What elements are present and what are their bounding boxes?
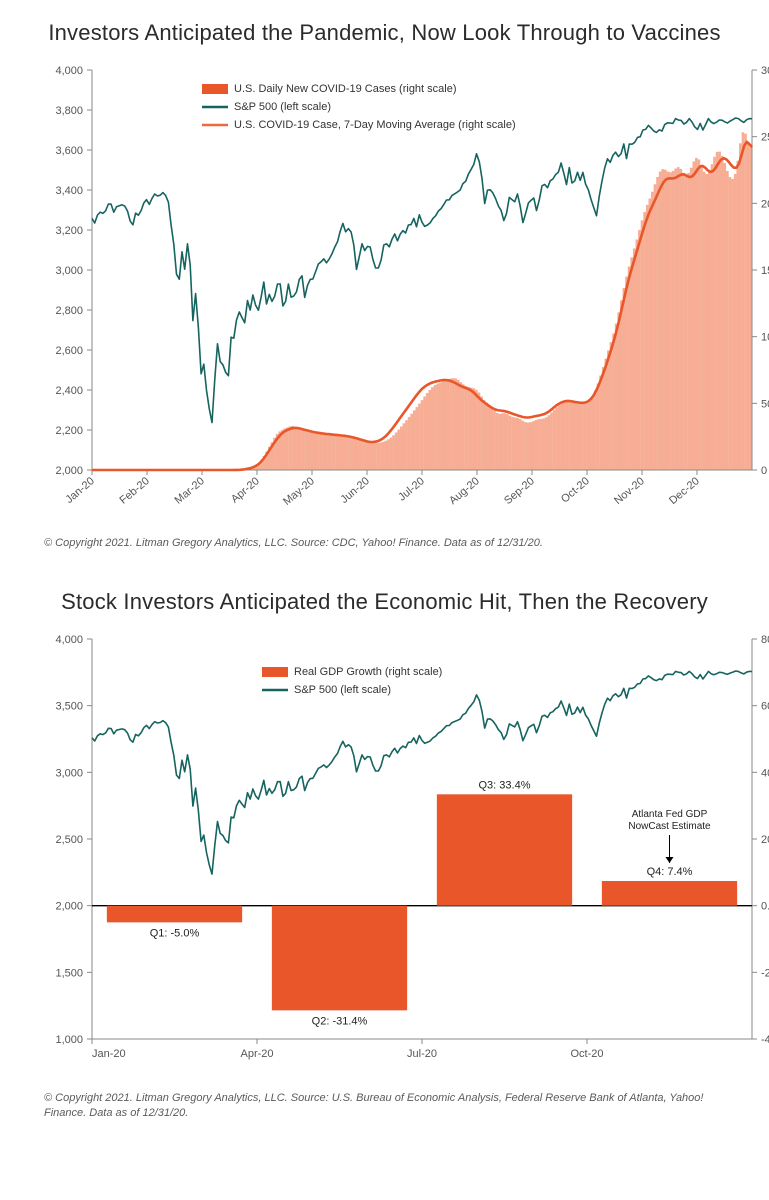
- svg-text:20.0%: 20.0%: [761, 834, 769, 846]
- svg-text:Nov-20: Nov-20: [612, 475, 647, 507]
- svg-text:3,500: 3,500: [55, 701, 83, 713]
- svg-text:NowCast Estimate: NowCast Estimate: [628, 821, 711, 832]
- svg-text:Oct-20: Oct-20: [559, 475, 592, 505]
- svg-text:200,000: 200,000: [761, 198, 769, 210]
- svg-text:Apr-20: Apr-20: [240, 1048, 273, 1060]
- svg-text:0.0%: 0.0%: [761, 901, 769, 913]
- svg-text:Jul-20: Jul-20: [396, 475, 427, 503]
- svg-text:U.S. Daily New COVID-19 Cases: U.S. Daily New COVID-19 Cases (right sca…: [234, 83, 457, 95]
- svg-text:1,500: 1,500: [55, 967, 83, 979]
- svg-text:2,500: 2,500: [55, 834, 83, 846]
- svg-text:Jun-20: Jun-20: [338, 475, 371, 506]
- svg-text:Jul-20: Jul-20: [407, 1048, 437, 1060]
- svg-text:Jan-20: Jan-20: [92, 1048, 126, 1060]
- svg-text:50,000: 50,000: [761, 398, 769, 410]
- svg-text:Sep-20: Sep-20: [502, 475, 537, 507]
- svg-text:3,000: 3,000: [55, 767, 83, 779]
- svg-text:2,000: 2,000: [55, 901, 83, 913]
- svg-text:Real GDP Growth (right scale): Real GDP Growth (right scale): [294, 666, 442, 678]
- svg-text:250,000: 250,000: [761, 132, 769, 144]
- svg-text:Q3: 33.4%: Q3: 33.4%: [479, 779, 531, 791]
- chart-1-title: Investors Anticipated the Pandemic, Now …: [40, 20, 729, 46]
- svg-text:Mar-20: Mar-20: [173, 475, 207, 507]
- chart-1: Investors Anticipated the Pandemic, Now …: [40, 20, 729, 551]
- chart-2: Stock Investors Anticipated the Economic…: [40, 589, 729, 1121]
- chart-1-plot: 2,000 2,200 2,400 2,600 2,800 3,000 3,200 3,400…: [40, 60, 729, 526]
- svg-text:Feb-20: Feb-20: [118, 475, 152, 507]
- svg-text:1,000: 1,000: [55, 1034, 83, 1046]
- svg-text:0: 0: [761, 465, 767, 477]
- chart-2-credit: © Copyright 2021. Litman Gregory Analyti…: [44, 1091, 725, 1121]
- svg-text:2,600: 2,600: [55, 345, 83, 357]
- svg-text:Aug-20: Aug-20: [447, 475, 482, 507]
- svg-text:2,800: 2,800: [55, 305, 83, 317]
- svg-text:-40.0%: -40.0%: [761, 1034, 769, 1046]
- chart-1-svg: 2,000 2,200 2,400 2,600 2,800 3,000 3,200 3,400…: [40, 60, 769, 526]
- svg-text:Q2: -31.4%: Q2: -31.4%: [312, 1015, 368, 1027]
- svg-text:60.0%: 60.0%: [761, 701, 769, 713]
- svg-text:Atlanta Fed GDP: Atlanta Fed GDP: [632, 809, 708, 820]
- svg-text:4,000: 4,000: [55, 65, 83, 77]
- svg-text:S&P 500 (left scale): S&P 500 (left scale): [294, 684, 391, 696]
- svg-text:May-20: May-20: [281, 475, 317, 508]
- svg-text:4,000: 4,000: [55, 634, 83, 646]
- svg-text:2,200: 2,200: [55, 425, 83, 437]
- svg-text:-20.0%: -20.0%: [761, 967, 769, 979]
- svg-text:3,600: 3,600: [55, 145, 83, 157]
- svg-text:Jan-20: Jan-20: [63, 475, 96, 506]
- chart-1-credit: © Copyright 2021. Litman Gregory Analyti…: [44, 536, 725, 551]
- chart-2-svg: 1,000 1,500 2,000 2,500 3,000 3,500 4,000 -40.0…: [40, 629, 769, 1081]
- svg-text:Dec-20: Dec-20: [667, 475, 702, 507]
- svg-text:U.S. COVID-19 Case, 7-Day Movi: U.S. COVID-19 Case, 7-Day Moving Average…: [234, 119, 516, 131]
- svg-text:3,400: 3,400: [55, 185, 83, 197]
- svg-text:3,200: 3,200: [55, 225, 83, 237]
- svg-text:80.0%: 80.0%: [761, 634, 769, 646]
- svg-text:2,400: 2,400: [55, 385, 83, 397]
- svg-text:40.0%: 40.0%: [761, 767, 769, 779]
- svg-text:3,800: 3,800: [55, 105, 83, 117]
- svg-text:100,000: 100,000: [761, 332, 769, 344]
- svg-text:Apr-20: Apr-20: [229, 475, 262, 505]
- svg-text:Q1: -5.0%: Q1: -5.0%: [150, 927, 200, 939]
- svg-text:Oct-20: Oct-20: [570, 1048, 603, 1060]
- chart-2-title: Stock Investors Anticipated the Economic…: [40, 589, 729, 615]
- svg-text:3,000: 3,000: [55, 265, 83, 277]
- chart-2-plot: 1,0001,5002,0002,5003,0003,5004,000-40.0…: [40, 629, 729, 1081]
- svg-text:300,000: 300,000: [761, 65, 769, 77]
- svg-text:2,000: 2,000: [55, 465, 83, 477]
- svg-text:Q4: 7.4%: Q4: 7.4%: [647, 866, 693, 878]
- svg-text:S&P 500 (left scale): S&P 500 (left scale): [234, 101, 331, 113]
- svg-text:150,000: 150,000: [761, 265, 769, 277]
